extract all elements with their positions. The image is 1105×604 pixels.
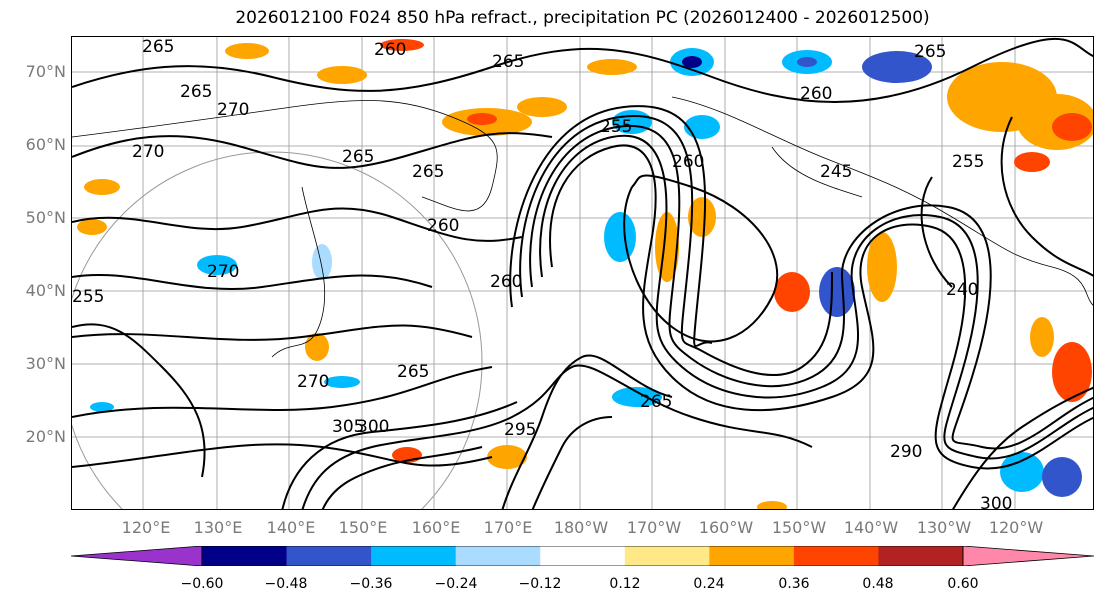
lat-label-50n: 50°N [25, 208, 66, 227]
colorbar-segment [709, 546, 795, 566]
lon-label: 150°E [338, 518, 388, 537]
refractivity-contours [72, 38, 1093, 509]
lon-label: 160°E [411, 518, 461, 537]
contour-label: 255 [600, 117, 632, 137]
lon-label: 140°E [266, 518, 316, 537]
contour-label: 300 [357, 417, 389, 437]
colorbar-tick-label: 0.24 [693, 576, 725, 592]
contour-label: 265 [492, 52, 524, 72]
colorbar-outline [201, 546, 964, 566]
contour-label: 305 [332, 417, 364, 437]
contour-label: 260 [490, 272, 522, 292]
contour-labels: 265 260 265 265 270 270 265 265 260 255 … [72, 37, 1012, 510]
contour-label: 265 [397, 362, 429, 382]
contour-label: 265 [180, 82, 212, 102]
contour-label: 260 [427, 216, 459, 236]
map-plot-area: 265 260 265 265 270 270 265 265 260 255 … [71, 36, 1094, 510]
contour-label: 265 [640, 392, 672, 412]
contour-label: 260 [800, 84, 832, 104]
contour-label: 260 [374, 40, 406, 60]
contour-label: 265 [142, 37, 174, 57]
map-canvas: 265 260 265 265 270 270 265 265 260 255 … [72, 37, 1093, 510]
lon-label: 130°E [193, 518, 243, 537]
contour-label: 260 [672, 152, 704, 172]
colorbar-segment [202, 546, 288, 566]
colorbar-segment [624, 546, 710, 566]
colorbar-tick-label: −0.12 [518, 576, 562, 592]
colorbar-segment [371, 546, 457, 566]
contour-label: 290 [890, 442, 922, 462]
colorbar-tick-label: −0.60 [180, 576, 224, 592]
colorbar-segment [540, 546, 626, 566]
contour-label: 300 [980, 494, 1012, 510]
colorbar-segment [455, 546, 541, 566]
lon-label: 130°W [916, 518, 972, 537]
colorbar-segment [962, 546, 1094, 566]
lon-label: 180°W [553, 518, 609, 537]
lat-label-20n: 20°N [25, 427, 66, 446]
colorbar-tick-label: 0.36 [778, 576, 810, 592]
colorbar-tick-label: −0.24 [434, 576, 478, 592]
map-title: 2026012100 F024 850 hPa refract., precip… [235, 8, 930, 28]
colorbar-tick-label: 0.60 [947, 576, 979, 592]
contour-label: 270 [207, 262, 239, 282]
colorbar-segment [878, 546, 964, 566]
colorbar-tick-label: 0.12 [609, 576, 641, 592]
colorbar-segment [793, 546, 879, 566]
coastlines [72, 96, 1093, 358]
lat-label-30n: 30°N [25, 354, 66, 373]
contour-label: 265 [914, 42, 946, 62]
lon-label: 120°E [121, 518, 171, 537]
colorbar-segment [71, 546, 203, 566]
colorbar-tick-label: −0.36 [349, 576, 393, 592]
lat-label-60n: 60°N [25, 135, 66, 154]
contour-label: 270 [132, 142, 164, 162]
lat-label-40n: 40°N [25, 281, 66, 300]
contour-label: 255 [952, 152, 984, 172]
contour-label: 270 [217, 100, 249, 120]
contour-label: 265 [412, 162, 444, 182]
colorbar-tick-label: −0.48 [264, 576, 308, 592]
lon-label: 170°E [483, 518, 533, 537]
contour-label: 270 [297, 372, 329, 392]
colorbar-segment [286, 546, 372, 566]
lon-label: 140°W [843, 518, 899, 537]
lon-label: 160°W [698, 518, 754, 537]
lat-label-70n: 70°N [25, 62, 66, 81]
lon-label: 120°W [988, 518, 1044, 537]
colorbar [71, 546, 1094, 566]
contour-label: 295 [504, 420, 536, 440]
lon-label: 170°W [626, 518, 682, 537]
contour-label: 240 [946, 280, 978, 300]
contour-label: 255 [72, 287, 104, 307]
colorbar-tick-label: 0.48 [862, 576, 894, 592]
contour-label: 265 [342, 147, 374, 167]
lon-label: 150°W [771, 518, 827, 537]
contour-label: 245 [820, 162, 852, 182]
